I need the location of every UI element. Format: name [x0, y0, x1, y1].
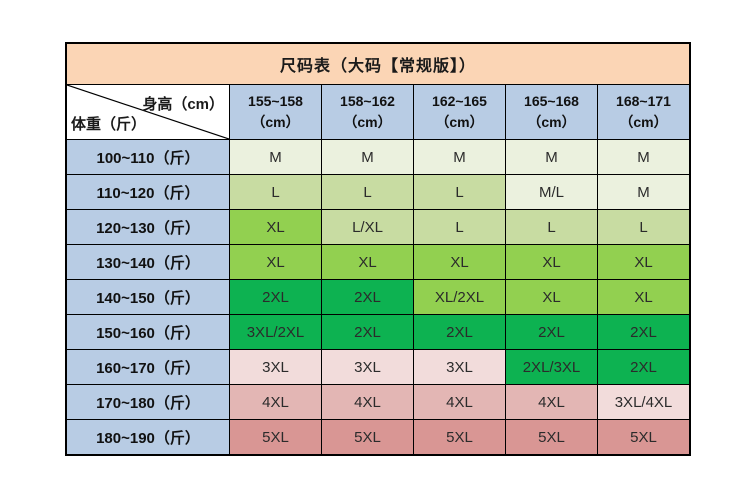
size-cell: XL: [505, 244, 598, 280]
height-axis-label: 身高（cm）: [142, 96, 224, 113]
size-cell: XL: [229, 244, 322, 280]
size-cell: 5XL: [413, 419, 506, 456]
size-cell: L: [597, 209, 691, 245]
column-header: 158~162 （cm）: [321, 84, 414, 140]
column-header: 168~171 （cm）: [597, 84, 691, 140]
size-cell: 3XL/2XL: [229, 314, 322, 350]
size-cell: 5XL: [321, 419, 414, 456]
column-header: 162~165 （cm）: [413, 84, 506, 140]
row-label: 140~150（斤）: [65, 279, 230, 315]
size-cell: 2XL: [321, 314, 414, 350]
size-cell: XL: [229, 209, 322, 245]
size-cell: XL: [413, 244, 506, 280]
size-cell: L: [229, 174, 322, 210]
size-cell: 5XL: [505, 419, 598, 456]
row-label: 180~190（斤）: [65, 419, 230, 456]
size-cell: 2XL: [597, 314, 691, 350]
column-header-unit: （cm）: [435, 114, 484, 130]
column-header-range: 168~171: [616, 93, 671, 109]
size-cell: 5XL: [597, 419, 691, 456]
column-header: 155~158 （cm）: [229, 84, 322, 140]
size-cell: 2XL: [321, 279, 414, 315]
diagonal-divider-line: [67, 85, 229, 139]
table-row: 110~120（斤） L L L M/L M: [65, 174, 691, 210]
size-cell: L: [413, 174, 506, 210]
column-header-unit: （cm）: [619, 114, 668, 130]
size-cell: 2XL: [597, 349, 691, 385]
table-row: 100~110（斤） M M M M M: [65, 139, 691, 175]
column-header-range: 165~168: [524, 93, 579, 109]
size-cell: 3XL/4XL: [597, 384, 691, 420]
size-cell: 4XL: [229, 384, 322, 420]
corner-header-cell: 身高（cm） 体重（斤）: [65, 84, 230, 140]
table-row: 140~150（斤） 2XL 2XL XL/2XL XL XL: [65, 279, 691, 315]
size-cell: L: [505, 209, 598, 245]
column-header-unit: （cm）: [251, 114, 300, 130]
size-cell: XL: [505, 279, 598, 315]
table-row: 150~160（斤） 3XL/2XL 2XL 2XL 2XL 2XL: [65, 314, 691, 350]
row-label: 110~120（斤）: [65, 174, 230, 210]
table-row: 170~180（斤） 4XL 4XL 4XL 4XL 3XL/4XL: [65, 384, 691, 420]
size-cell: 4XL: [321, 384, 414, 420]
size-cell: 3XL: [413, 349, 506, 385]
size-cell: XL/2XL: [413, 279, 506, 315]
size-cell: 2XL: [505, 314, 598, 350]
size-cell: M: [505, 139, 598, 175]
size-cell: 2XL: [413, 314, 506, 350]
title-row: 尺码表（大码【常规版】）: [65, 42, 691, 85]
size-cell: 2XL: [229, 279, 322, 315]
size-cell: L: [413, 209, 506, 245]
size-cell: 4XL: [505, 384, 598, 420]
table-row: 180~190（斤） 5XL 5XL 5XL 5XL 5XL: [65, 419, 691, 456]
size-cell: XL: [597, 244, 691, 280]
size-cell: M: [229, 139, 322, 175]
column-header: 165~168 （cm）: [505, 84, 598, 140]
size-cell: L/XL: [321, 209, 414, 245]
size-cell: XL: [597, 279, 691, 315]
column-header-range: 158~162: [340, 93, 395, 109]
weight-axis-label: 体重（斤）: [71, 116, 147, 133]
size-cell: XL: [321, 244, 414, 280]
table-row: 120~130（斤） XL L/XL L L L: [65, 209, 691, 245]
size-cell: 4XL: [413, 384, 506, 420]
size-cell: 3XL: [321, 349, 414, 385]
header-row: 身高（cm） 体重（斤） 155~158 （cm） 158~162 （cm） 162~1…: [65, 84, 691, 140]
column-header-unit: （cm）: [527, 114, 576, 130]
column-header-range: 162~165: [432, 93, 487, 109]
size-cell: L: [321, 174, 414, 210]
table-row: 130~140（斤） XL XL XL XL XL: [65, 244, 691, 280]
size-cell: 5XL: [229, 419, 322, 456]
row-label: 160~170（斤）: [65, 349, 230, 385]
column-header-range: 155~158: [248, 93, 303, 109]
size-cell: M: [321, 139, 414, 175]
size-cell: M: [597, 174, 691, 210]
column-header-unit: （cm）: [343, 114, 392, 130]
size-chart-table: 尺码表（大码【常规版】） 身高（cm） 体重（斤） 155~158 （cm） 158…: [65, 42, 691, 456]
table-row: 160~170（斤） 3XL 3XL 3XL 2XL/3XL 2XL: [65, 349, 691, 385]
size-cell: M/L: [505, 174, 598, 210]
row-label: 170~180（斤）: [65, 384, 230, 420]
size-cell: M: [597, 139, 691, 175]
row-label: 130~140（斤）: [65, 244, 230, 280]
table-title: 尺码表（大码【常规版】）: [65, 42, 691, 85]
size-cell: 2XL/3XL: [505, 349, 598, 385]
row-label: 120~130（斤）: [65, 209, 230, 245]
size-cell: 3XL: [229, 349, 322, 385]
size-cell: M: [413, 139, 506, 175]
row-label: 150~160（斤）: [65, 314, 230, 350]
row-label: 100~110（斤）: [65, 139, 230, 175]
